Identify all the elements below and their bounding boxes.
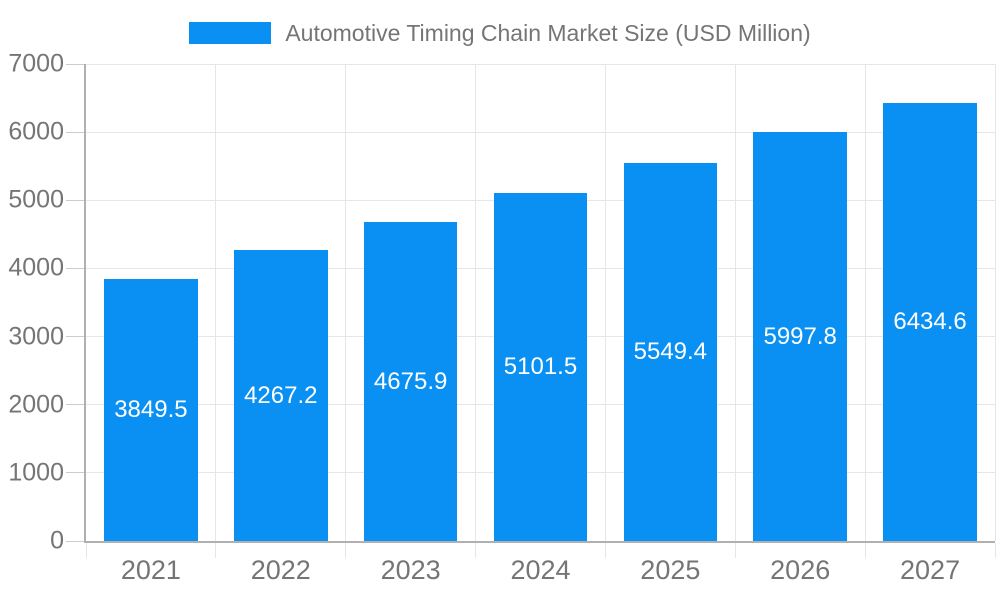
x-tick-label: 2022 bbox=[250, 555, 311, 585]
bar-value-label: 4675.9 bbox=[373, 367, 448, 395]
bar-value-label: 6434.6 bbox=[893, 307, 967, 335]
x-tick-mark bbox=[475, 543, 477, 558]
gridline-vertical bbox=[475, 64, 477, 541]
bar-2026[interactable]: 5997.8 bbox=[753, 132, 847, 541]
x-tick-label: 2025 bbox=[640, 555, 701, 585]
x-tick-mark bbox=[864, 543, 866, 558]
bar-value-label: 4267.2 bbox=[244, 381, 318, 409]
gridline-vertical bbox=[864, 64, 866, 541]
bar-2027[interactable]: 6434.6 bbox=[883, 102, 977, 541]
x-axis-line bbox=[84, 541, 995, 543]
x-tick-mark bbox=[994, 543, 996, 558]
legend-label: Automotive Timing Chain Market Size (USD… bbox=[285, 19, 811, 46]
gridline-vertical bbox=[734, 64, 736, 541]
y-tick-label: 3000 bbox=[8, 322, 64, 351]
y-tick-label: 6000 bbox=[8, 117, 64, 146]
y-tick-mark bbox=[66, 267, 84, 269]
y-tick-mark bbox=[66, 63, 84, 65]
bar-value-label: 5549.4 bbox=[633, 337, 708, 365]
y-tick-label: 1000 bbox=[8, 458, 64, 487]
x-tick-label: 2027 bbox=[900, 555, 961, 585]
gridline-vertical bbox=[215, 64, 217, 541]
y-tick-label: 2000 bbox=[8, 390, 64, 419]
y-tick-label: 4000 bbox=[8, 253, 64, 282]
x-tick-label: 2021 bbox=[120, 555, 181, 585]
y-tick-mark bbox=[66, 472, 84, 474]
bar-2023[interactable]: 4675.9 bbox=[363, 222, 458, 541]
bar-2022[interactable]: 4267.2 bbox=[234, 250, 328, 541]
bar-value-label: 5997.8 bbox=[763, 322, 837, 350]
x-tick-label: 2023 bbox=[380, 555, 441, 585]
y-tick-mark bbox=[66, 540, 84, 542]
bar-2025[interactable]: 5549.4 bbox=[623, 162, 718, 541]
y-tick-label: 7000 bbox=[8, 49, 64, 78]
gridline-horizontal bbox=[86, 63, 995, 65]
x-tick-mark bbox=[85, 543, 87, 558]
y-tick-mark bbox=[66, 131, 84, 133]
plot-area: 3849.5 4267.2 4675.9 5101.5 5549.4 5997.8 6434… bbox=[8, 50, 996, 585]
x-tick-mark bbox=[604, 543, 606, 558]
bar-value-label: 5101.5 bbox=[503, 353, 578, 381]
gridline-horizontal bbox=[86, 131, 995, 133]
gridline-vertical bbox=[345, 64, 347, 541]
bar-2024[interactable]: 5101.5 bbox=[493, 193, 588, 541]
gridline-vertical bbox=[994, 64, 996, 541]
legend-swatch bbox=[189, 22, 272, 44]
bar-2021[interactable]: 3849.5 bbox=[104, 278, 198, 541]
y-tick-mark bbox=[66, 336, 84, 338]
y-tick-label: 5000 bbox=[8, 185, 64, 214]
y-tick-mark bbox=[66, 404, 84, 406]
y-tick-mark bbox=[66, 199, 84, 201]
gridline-vertical bbox=[604, 64, 606, 541]
x-tick-label: 2026 bbox=[770, 555, 831, 585]
x-tick-label: 2024 bbox=[510, 555, 571, 585]
x-tick-mark bbox=[734, 543, 736, 558]
y-tick-label: 0 bbox=[50, 526, 64, 555]
x-tick-mark bbox=[345, 543, 347, 558]
bar-value-label: 3849.5 bbox=[114, 395, 188, 423]
x-tick-mark bbox=[215, 543, 217, 558]
y-axis-line bbox=[84, 64, 86, 543]
legend: Automotive Timing Chain Market Size (USD… bbox=[0, 18, 1000, 48]
